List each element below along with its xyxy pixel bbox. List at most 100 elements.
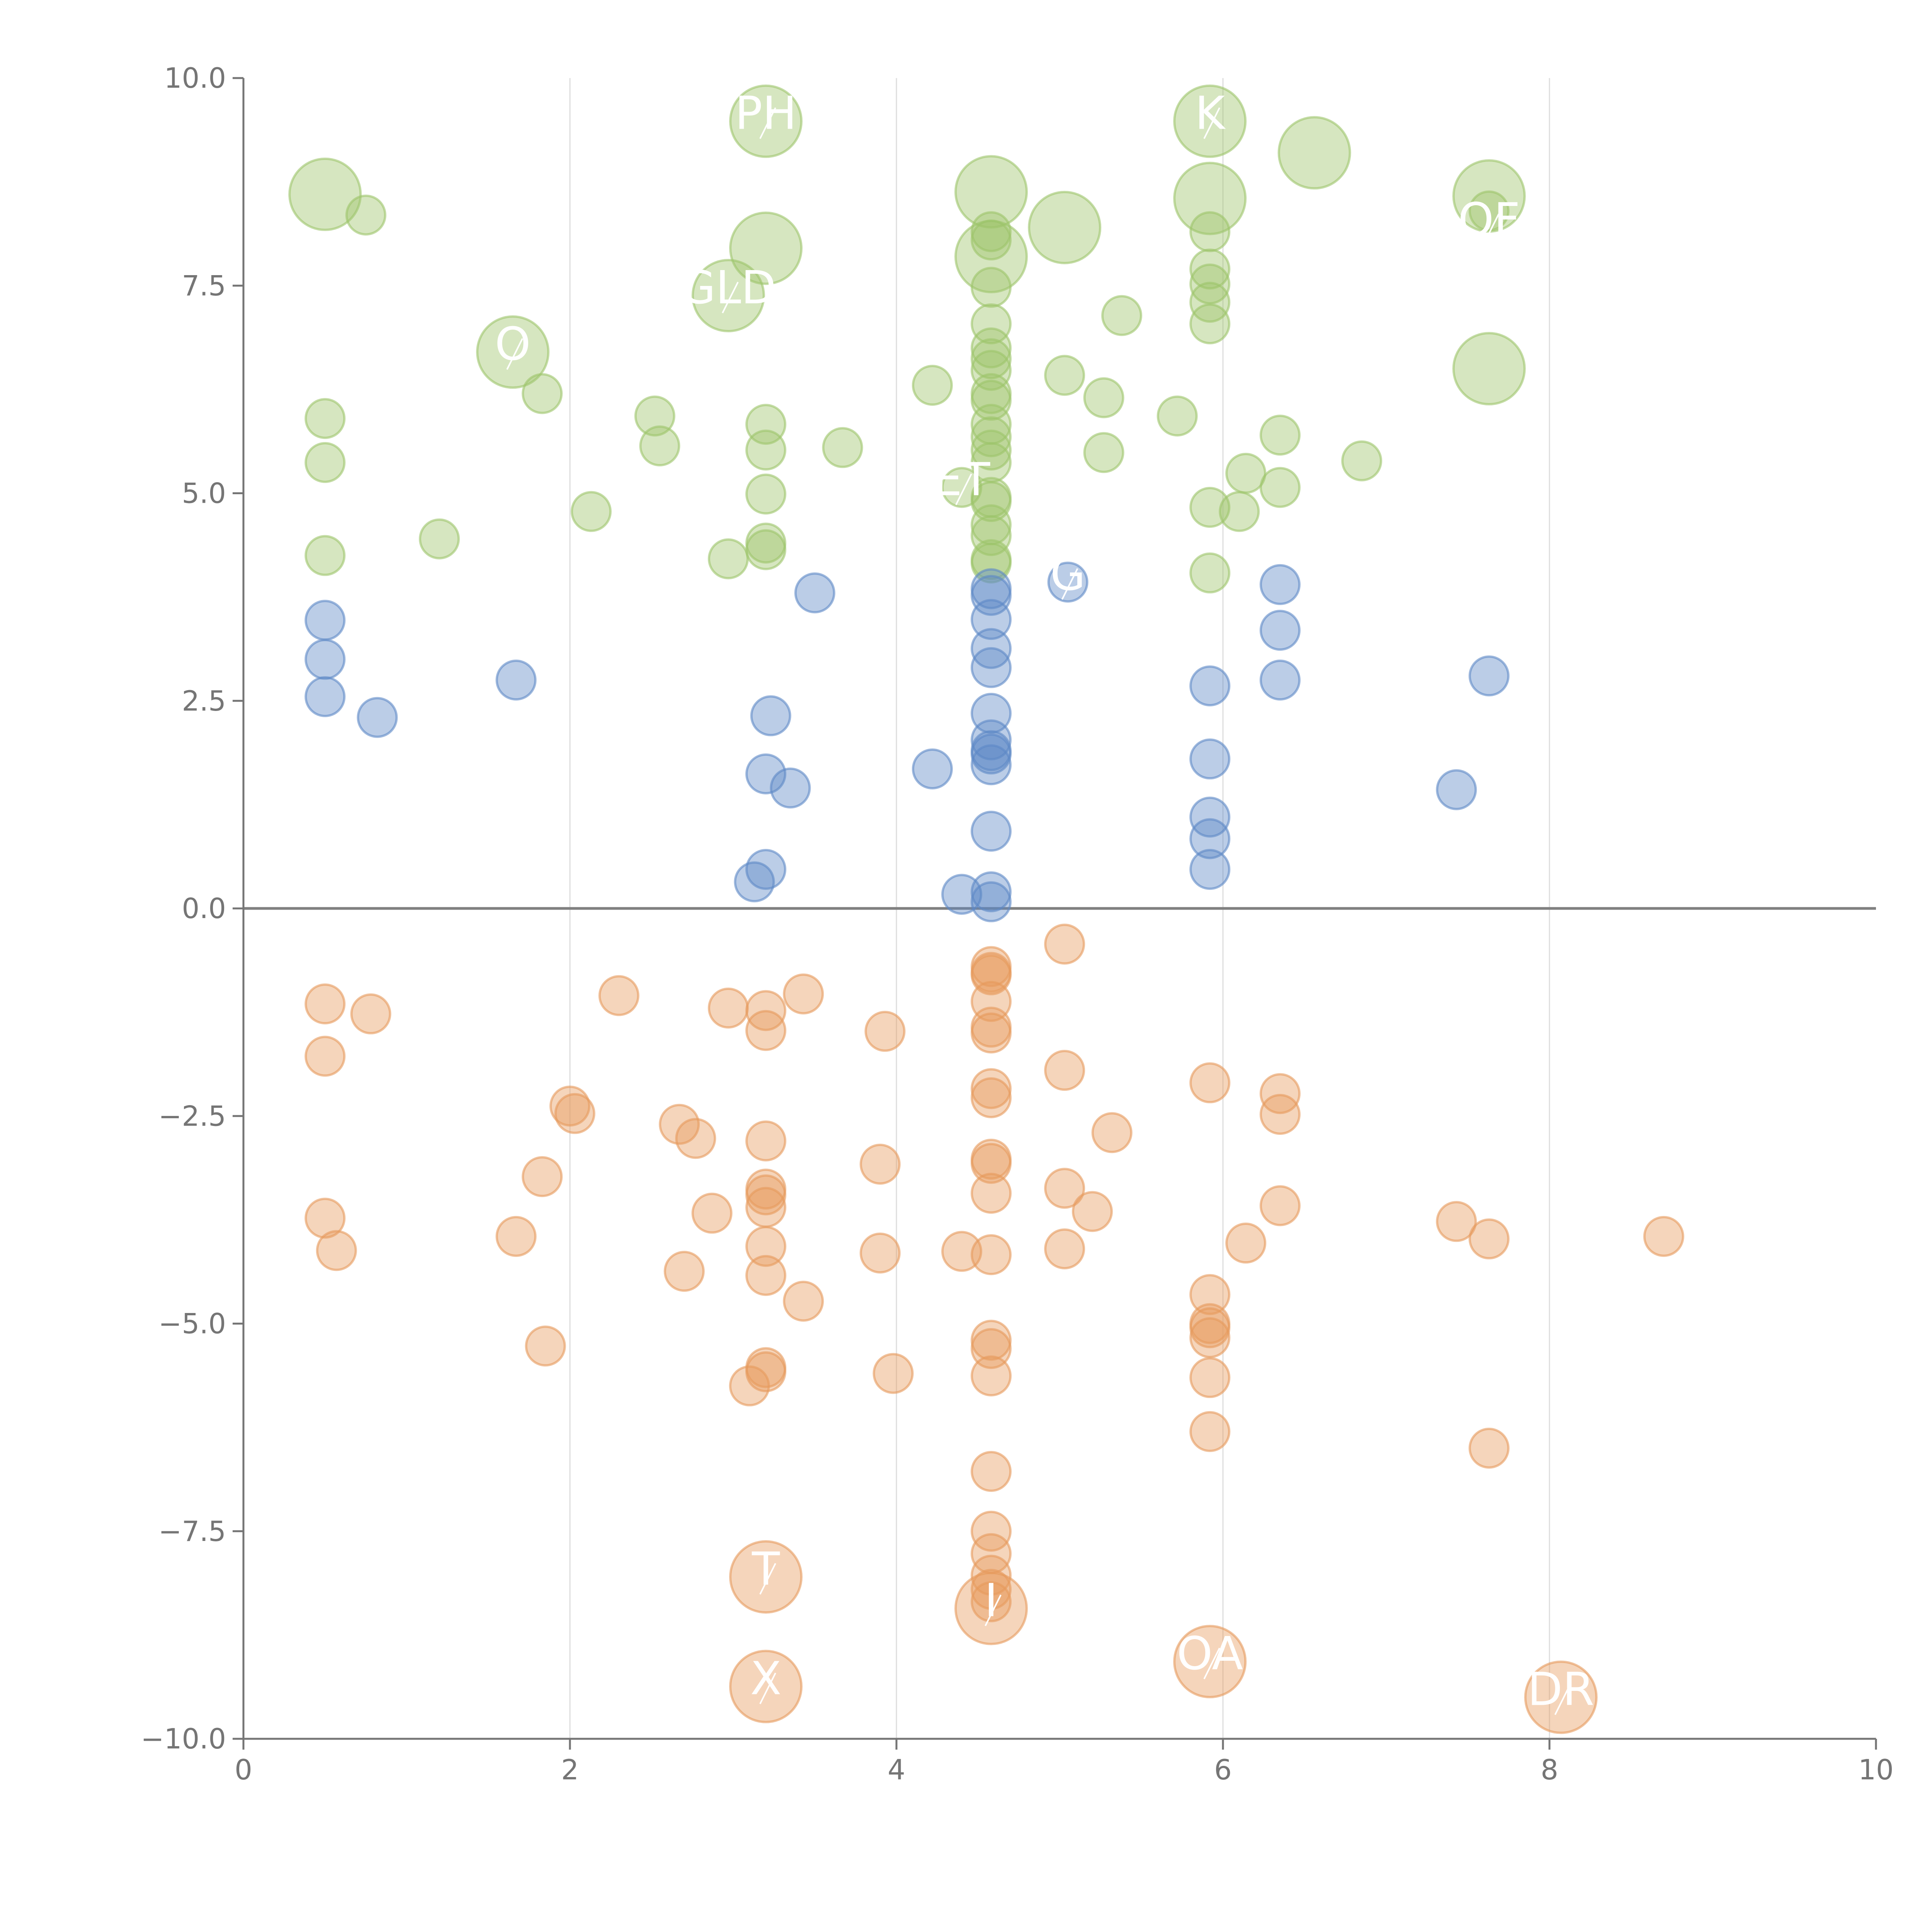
y-tick-label: 7.5 xyxy=(182,269,226,302)
blue-point xyxy=(1047,561,1088,603)
annotation-leader xyxy=(722,282,739,313)
orange-point xyxy=(1072,1191,1113,1232)
annotation-leader xyxy=(1482,213,1500,245)
orange-point xyxy=(971,1569,1012,1610)
green-point xyxy=(634,395,675,437)
blue-point xyxy=(304,676,346,718)
orange-point xyxy=(1259,1185,1301,1226)
annotation-leader xyxy=(759,1563,776,1595)
orange-point xyxy=(971,1234,1012,1276)
blue-point xyxy=(1468,655,1510,697)
green-point xyxy=(1156,395,1198,437)
green-point xyxy=(1468,190,1510,231)
orange-point xyxy=(304,1036,346,1077)
orange-point xyxy=(1436,1201,1477,1242)
green-point xyxy=(1189,487,1231,528)
orange-point xyxy=(864,1011,906,1052)
orange-point xyxy=(1259,1094,1301,1135)
orange-point xyxy=(971,1510,1012,1552)
green-point xyxy=(971,303,1012,345)
green-point xyxy=(971,429,1012,471)
orange-large-point xyxy=(1173,1625,1247,1699)
orange-point xyxy=(1044,1050,1085,1091)
green-point xyxy=(1259,467,1301,508)
orange-point xyxy=(783,973,824,1015)
green-point xyxy=(1189,282,1231,323)
annotation-label: G xyxy=(1050,547,1085,600)
annotation-label: O xyxy=(495,317,531,371)
x-tick-label: 10 xyxy=(1858,1753,1894,1786)
annotation-label: OF xyxy=(1458,193,1520,246)
blue-point xyxy=(971,647,1012,688)
orange-point xyxy=(971,1173,1012,1214)
orange-point xyxy=(745,1174,786,1216)
annotation-label: GLD xyxy=(680,261,776,314)
orange-point xyxy=(1259,1073,1301,1114)
annotation-leader xyxy=(985,1594,1002,1626)
green-large-point xyxy=(1173,162,1247,235)
orange-point xyxy=(304,983,346,1025)
green-point xyxy=(912,365,953,406)
annotation-label: OA xyxy=(1177,1627,1243,1680)
green-point xyxy=(304,398,346,439)
orange-point xyxy=(707,987,749,1029)
blue-point xyxy=(1189,796,1231,838)
green-point xyxy=(345,194,386,236)
green-point xyxy=(570,491,612,532)
green-point xyxy=(1101,295,1143,336)
y-tick-label: 10.0 xyxy=(164,62,226,94)
annotation-label: T xyxy=(752,1542,780,1595)
orange-point xyxy=(745,1010,786,1051)
green-point xyxy=(971,379,1012,421)
orange-large-point xyxy=(1524,1660,1598,1734)
orange-point xyxy=(663,1251,705,1292)
annotation-label: PH xyxy=(735,87,797,140)
orange-point xyxy=(971,1012,1012,1054)
annotation-leader xyxy=(955,473,972,505)
blue-point xyxy=(794,572,835,614)
blue-point xyxy=(770,767,811,809)
orange-point xyxy=(1468,1427,1510,1469)
y-tick-label: 2.5 xyxy=(182,685,226,717)
blue-point xyxy=(912,748,953,789)
blue-point xyxy=(1259,660,1301,701)
blue-point xyxy=(971,871,1012,913)
green-point xyxy=(1083,432,1124,473)
green-point xyxy=(1189,303,1231,345)
orange-point xyxy=(745,1226,786,1267)
green-large-point xyxy=(476,315,550,389)
x-tick-label: 0 xyxy=(235,1753,252,1786)
annotation-leader xyxy=(759,1672,776,1704)
orange-point xyxy=(1189,1411,1231,1452)
green-large-point xyxy=(954,220,1028,294)
blue-point xyxy=(971,599,1012,640)
orange-point xyxy=(522,1156,563,1197)
green-point xyxy=(304,442,346,483)
orange-point xyxy=(1189,1062,1231,1104)
orange-point xyxy=(971,1143,1012,1184)
blue-point xyxy=(357,697,398,738)
green-large-point xyxy=(954,155,1028,229)
annotation-leader xyxy=(1203,1648,1220,1680)
orange-point xyxy=(1044,1168,1085,1209)
orange-point xyxy=(783,1281,824,1322)
green-large-point xyxy=(1277,116,1351,190)
annotation-leader xyxy=(759,107,776,139)
orange-point xyxy=(1468,1218,1510,1260)
orange-point xyxy=(316,1230,357,1271)
orange-point xyxy=(1091,1112,1133,1153)
blue-point xyxy=(971,744,1012,786)
y-tick-label: −5.0 xyxy=(158,1308,226,1340)
green-point xyxy=(1225,452,1267,494)
green-large-point xyxy=(729,84,803,158)
green-large-point xyxy=(288,157,362,231)
blue-point xyxy=(971,811,1012,852)
orange-point xyxy=(971,1581,1012,1622)
orange-point xyxy=(1643,1216,1684,1257)
orange-point xyxy=(691,1192,733,1234)
blue-point xyxy=(745,849,786,890)
annotation-label: K xyxy=(1195,87,1226,140)
annotation-label: I xyxy=(985,1574,998,1627)
green-point xyxy=(1083,377,1124,418)
